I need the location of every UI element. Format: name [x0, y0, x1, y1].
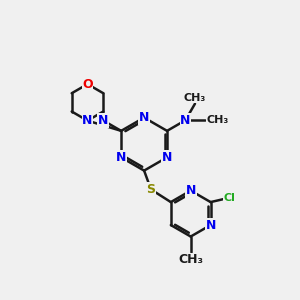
Text: CH₃: CH₃ [184, 93, 206, 103]
Text: O: O [82, 78, 93, 91]
Text: N: N [162, 151, 172, 164]
Text: N: N [82, 114, 93, 127]
Text: CH₃: CH₃ [178, 253, 203, 266]
Text: N: N [139, 111, 149, 124]
Text: Cl: Cl [224, 193, 236, 203]
Text: N: N [206, 219, 216, 232]
Text: N: N [98, 114, 109, 127]
Text: N: N [180, 114, 190, 127]
Text: S: S [146, 183, 155, 196]
Text: N: N [116, 151, 126, 164]
Text: CH₃: CH₃ [206, 115, 228, 125]
Text: N: N [185, 184, 196, 197]
